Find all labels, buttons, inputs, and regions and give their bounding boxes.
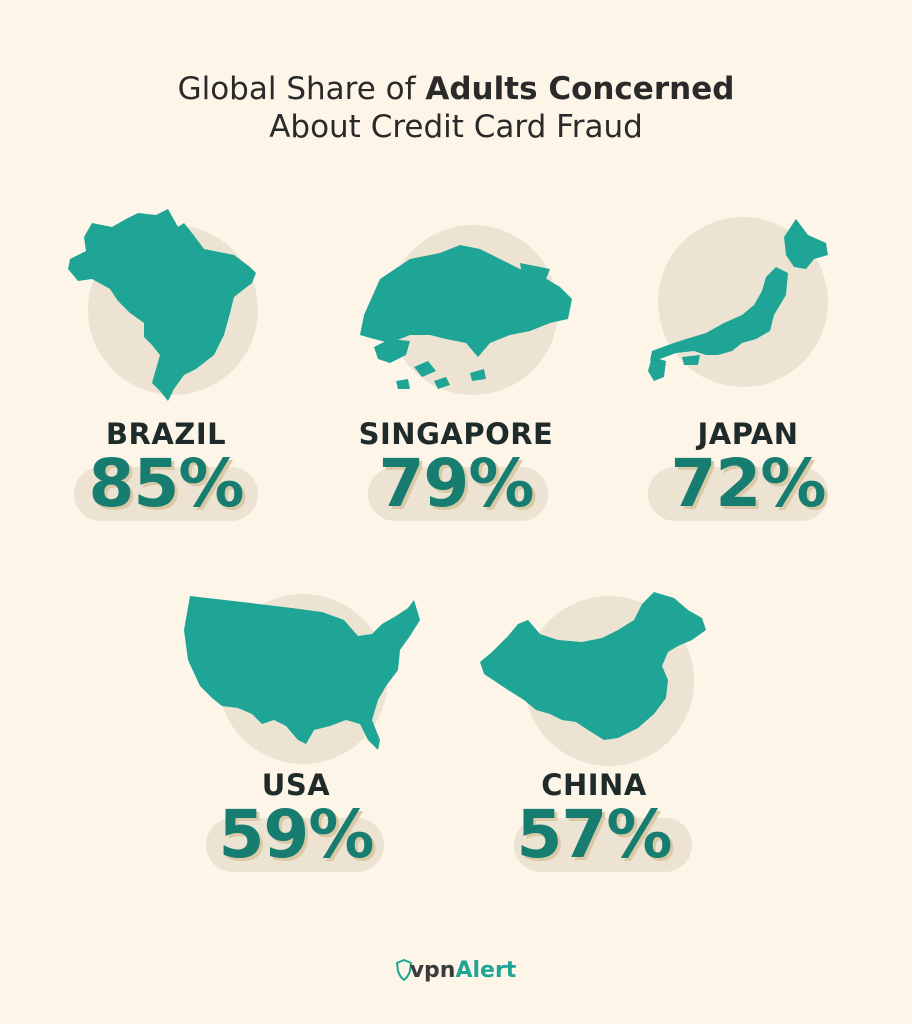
percent-pill: [368, 467, 548, 521]
logo-alert: Alert: [455, 958, 517, 983]
country-card-brazil: BRAZIL 85%: [56, 205, 276, 525]
japan-map-icon: [648, 219, 828, 381]
country-name: JAPAN: [697, 417, 799, 451]
percent-pill: [648, 467, 828, 521]
usa-map-icon: [184, 596, 420, 750]
title-bold: Adults Concerned: [425, 71, 735, 107]
country-name: SINGAPORE: [358, 417, 554, 451]
logo-vpn: vpn: [409, 958, 456, 983]
percent-value: 79%: [378, 445, 535, 522]
country-name: CHINA: [541, 768, 647, 802]
percent-pill: [206, 818, 384, 872]
shield-icon: [395, 958, 412, 982]
percent-value: 72%: [670, 445, 827, 522]
brand-logo: vpnAlert: [0, 958, 912, 983]
percent-pill: [514, 818, 692, 872]
percent-value: 85%: [88, 445, 245, 522]
chart-title: Global Share of Adults Concerned About C…: [0, 70, 912, 146]
country-card-china: CHINA 57%: [480, 570, 706, 890]
country-card-singapore: SINGAPORE 79%: [346, 205, 572, 525]
percent-value: 57%: [516, 796, 673, 873]
singapore-map-icon: [360, 245, 572, 389]
title-line2: About Credit Card Fraud: [269, 109, 643, 145]
title-light: Global Share of: [177, 71, 426, 107]
country-card-usa: USA 59%: [184, 570, 420, 890]
country-name: BRAZIL: [105, 417, 227, 451]
country-name: USA: [261, 768, 331, 802]
china-map-icon: [480, 592, 706, 740]
country-card-japan: JAPAN 72%: [638, 205, 858, 525]
percent-value: 59%: [218, 796, 375, 873]
percent-pill: [74, 467, 258, 521]
brazil-map-icon: [68, 209, 256, 401]
